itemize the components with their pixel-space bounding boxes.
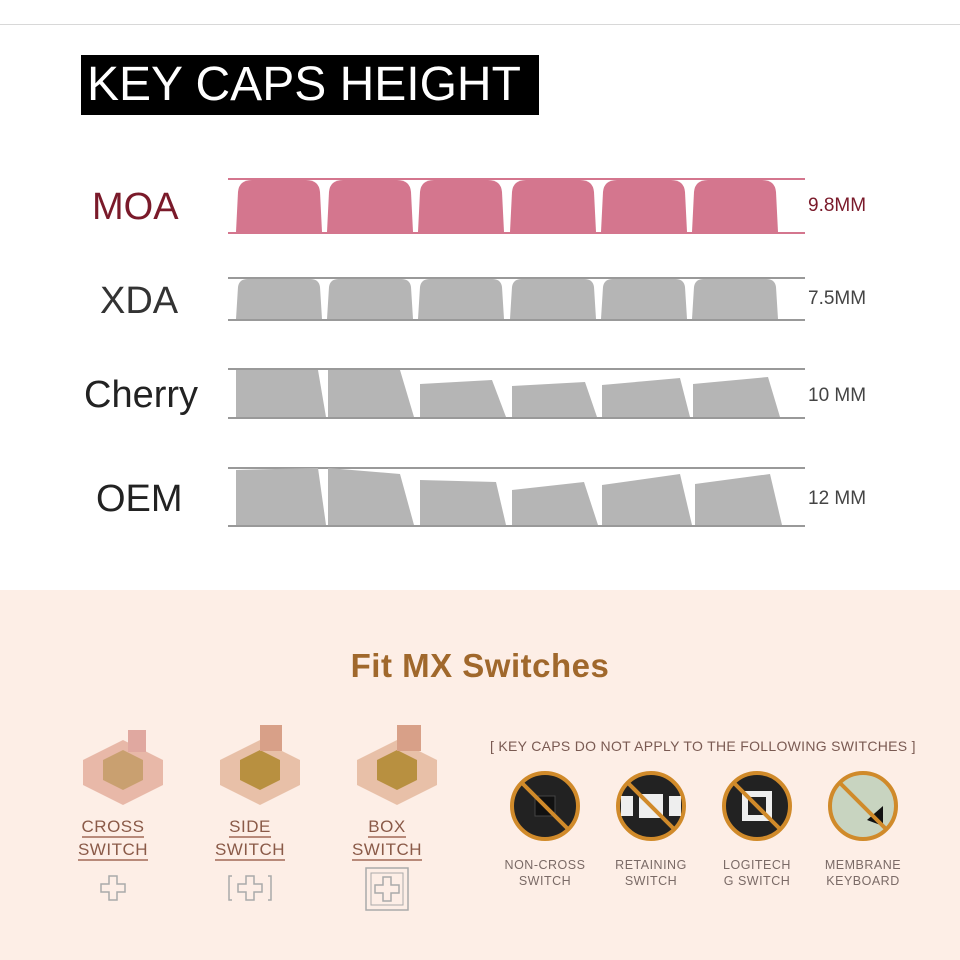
unsupported-membrane: MEMBRANE KEYBOARD — [808, 770, 918, 889]
keycap-profiles-diagram — [228, 178, 805, 527]
fit-heading: Fit MX Switches — [350, 647, 610, 684]
unsupported-label-line2: G SWITCH — [723, 874, 791, 888]
switch-name-line2: SWITCH — [214, 840, 286, 861]
prohibited-retaining-icon — [616, 771, 686, 841]
box-stem-icon — [365, 867, 409, 911]
xda-row — [228, 277, 805, 321]
keycap — [692, 279, 778, 319]
height-moa: 9.8MM — [808, 195, 867, 216]
keycap — [510, 279, 596, 319]
keycap — [328, 370, 414, 417]
switch-name-line1: SIDE — [229, 817, 271, 838]
keycap — [418, 180, 504, 232]
prohibited-logitech-icon — [722, 771, 792, 841]
keycap — [602, 378, 690, 417]
keycap — [602, 474, 692, 525]
unsupported-label-line1: MEMBRANE — [824, 858, 902, 872]
height-cherry: 10 MM — [808, 385, 867, 406]
cherry-row — [228, 368, 805, 419]
switch-box: BOX SWITCH — [317, 720, 457, 916]
unsupported-label-line1: LOGITECH — [723, 858, 791, 872]
unsupported-label-line2: SWITCH — [518, 874, 572, 888]
keycap — [236, 468, 326, 525]
height-xda: 7.5MM — [808, 288, 867, 309]
keycap — [328, 468, 414, 525]
keycap — [601, 180, 687, 232]
page-title: KEY CAPS HEIGHT — [81, 55, 539, 115]
keycap — [418, 279, 504, 319]
keycap — [236, 180, 322, 232]
top-divider — [0, 24, 960, 25]
unsupported-label-line1: RETAINING — [615, 858, 687, 872]
switch-name-line2: SWITCH — [77, 840, 149, 861]
unsupported-label-line2: KEYBOARD — [826, 874, 900, 888]
unsupported-logitech: LOGITECH G SWITCH — [702, 770, 812, 889]
keycap — [512, 382, 597, 417]
keycap — [695, 474, 782, 525]
keycap — [692, 180, 778, 232]
keycap — [512, 482, 598, 525]
unsupported-label-line1: NON-CROSS — [504, 858, 586, 872]
keycap — [420, 380, 506, 417]
switch-name-line2: SWITCH — [351, 840, 423, 861]
incompatible-note: [ KEY CAPS DO NOT APPLY TO THE FOLLOWING… — [490, 738, 916, 754]
oem-row — [228, 467, 805, 527]
profile-label-moa: MOA — [92, 186, 179, 228]
side-switch-image — [220, 725, 300, 805]
unsupported-retaining: RETAINING SWITCH — [596, 770, 706, 889]
switch-cross: CROSS SWITCH — [43, 720, 183, 908]
cross-stem-icon — [100, 875, 126, 901]
keycap — [693, 377, 780, 417]
profile-label-cherry: Cherry — [84, 374, 199, 416]
height-oem: 12 MM — [808, 488, 867, 509]
keycap — [510, 180, 596, 232]
switch-side: SIDE SWITCH — [180, 720, 320, 908]
keycap — [420, 480, 506, 525]
unsupported-label-line2: SWITCH — [624, 874, 678, 888]
keycap — [327, 180, 413, 232]
prohibited-membrane-icon — [828, 771, 898, 841]
unsupported-non-cross: NON-CROSS SWITCH — [490, 770, 600, 889]
keycap — [327, 279, 413, 319]
prohibited-non-cross-icon — [510, 771, 580, 841]
profile-label-oem: OEM — [96, 478, 183, 520]
keycap — [236, 370, 326, 417]
switch-name-line1: CROSS — [81, 817, 145, 838]
cross-switch-image — [83, 730, 163, 805]
moa-row — [228, 178, 805, 234]
box-switch-image — [357, 725, 437, 805]
keycap — [601, 279, 687, 319]
side-stem-icon — [228, 875, 272, 901]
keycap — [236, 279, 322, 319]
switch-name-line1: BOX — [368, 817, 406, 838]
profile-label-xda: XDA — [100, 280, 179, 322]
